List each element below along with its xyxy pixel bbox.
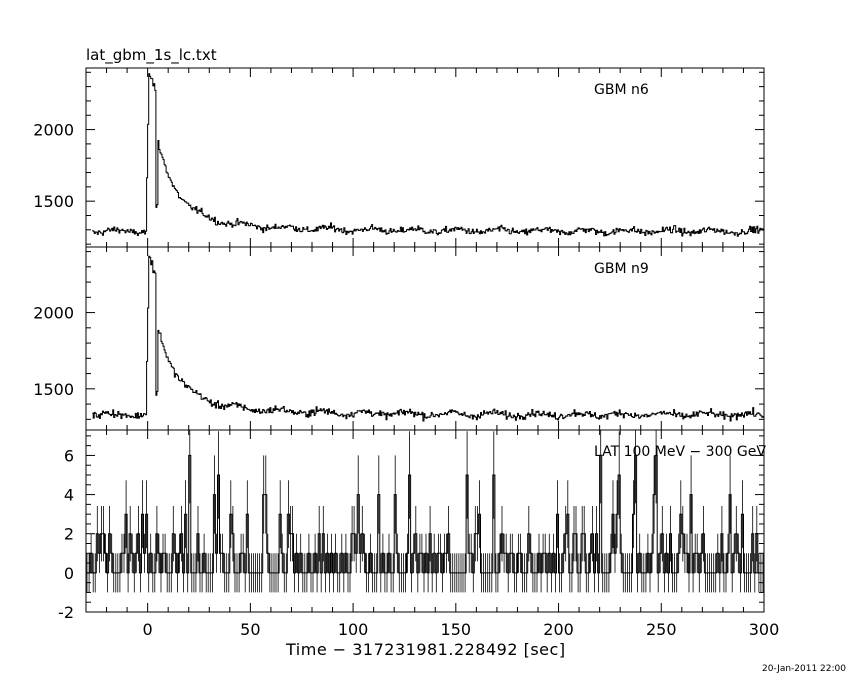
light-curve-line: [92, 73, 765, 237]
series-name: GBM n6: [594, 82, 649, 98]
x-tick-label: 300: [749, 620, 780, 639]
series-name: GBM n9: [594, 261, 649, 277]
x-tick-label: 100: [338, 620, 369, 639]
x-axis-label: Time − 317231981.228492 [sec]: [286, 640, 566, 659]
light-curve-line: [86, 454, 764, 574]
series-name: LAT 100 MeV − 300 GeV: [594, 444, 766, 460]
light-curve-line: [92, 255, 765, 422]
y-tick-label: 1500: [33, 192, 74, 211]
y-tick-label: 2000: [33, 121, 74, 140]
x-tick-label: 200: [543, 620, 574, 639]
panel-frame: [85, 67, 765, 248]
panel-frame: [85, 429, 765, 613]
figure-title: lat_gbm_1s_lc.txt: [86, 46, 217, 64]
x-tick-label: 0: [143, 620, 153, 639]
panel-frame: [85, 246, 765, 431]
y-tick-label: 2: [64, 525, 74, 544]
y-tick-label: -2: [58, 603, 74, 622]
x-tick-label: 250: [646, 620, 677, 639]
y-tick-label: 0: [64, 564, 74, 583]
plot-timestamp: 20-Jan-2011 22:00: [761, 664, 846, 674]
x-tick-label: 150: [441, 620, 472, 639]
y-tick-label: 6: [64, 446, 74, 465]
y-tick-label: 1500: [33, 380, 74, 399]
x-tick-label: 50: [240, 620, 260, 639]
y-tick-label: 4: [64, 486, 74, 505]
y-tick-label: 2000: [33, 304, 74, 323]
